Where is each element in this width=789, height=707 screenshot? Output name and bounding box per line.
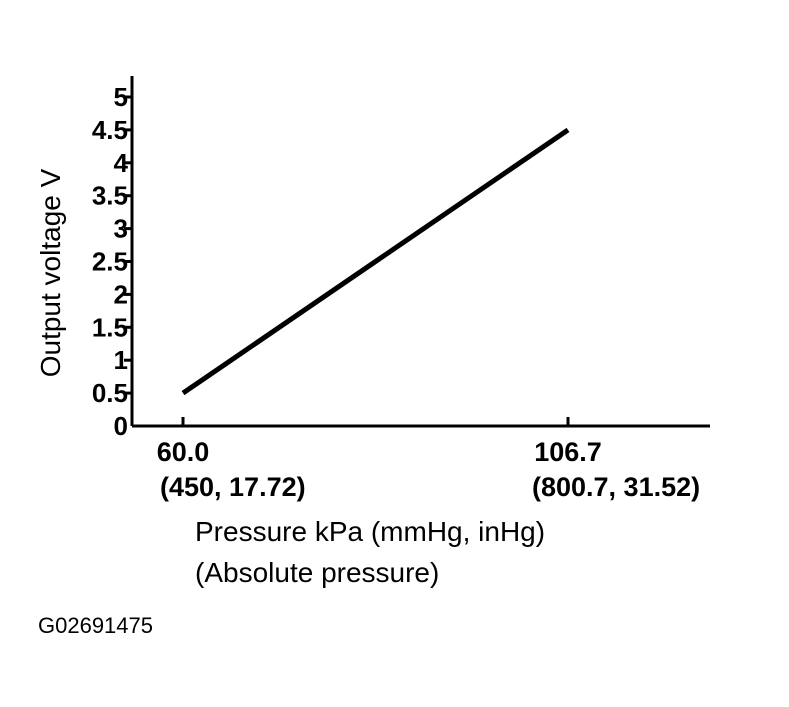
- y-tick-label: 3: [114, 214, 128, 244]
- y-tick-label: 2.5: [92, 247, 128, 277]
- series-line: [183, 130, 568, 393]
- x-tick-label: 106.7: [534, 437, 602, 467]
- x-ticks: 60.0 (450, 17.72) 106.7 (800.7, 31.52): [157, 417, 700, 502]
- y-axis-title: Output voltage V: [35, 168, 66, 377]
- x-tick-sublabel: (800.7, 31.52): [532, 472, 700, 502]
- x-axis-title: Pressure kPa (mmHg, inHg): [195, 516, 545, 547]
- y-tick-label: 1.5: [92, 312, 128, 342]
- y-tick-label: 4: [114, 148, 129, 178]
- x-tick-sublabel: (450, 17.72): [160, 472, 306, 502]
- y-tick-label: 3.5: [92, 181, 128, 211]
- y-tick-label: 0: [114, 411, 128, 441]
- x-tick-label: 60.0: [157, 437, 210, 467]
- x-axis-subtitle: (Absolute pressure): [195, 557, 439, 588]
- y-tick-label: 1: [114, 345, 128, 375]
- axes: [132, 76, 710, 426]
- figure-id-label: G02691475: [38, 613, 153, 638]
- y-ticks: 00.511.522.533.544.55: [92, 82, 132, 441]
- y-tick-label: 5: [114, 82, 128, 112]
- series-layer: [183, 130, 568, 393]
- y-tick-label: 0.5: [92, 378, 128, 408]
- y-tick-label: 4.5: [92, 115, 128, 145]
- y-tick-label: 2: [114, 279, 128, 309]
